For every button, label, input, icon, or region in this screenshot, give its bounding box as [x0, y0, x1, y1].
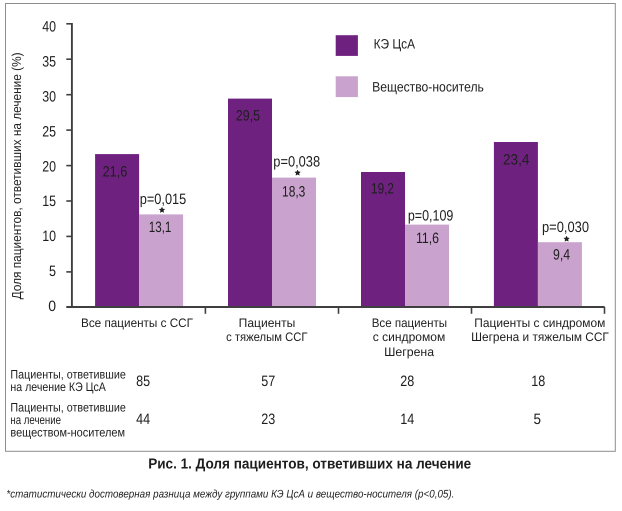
svg-text:23,4: 23,4 [503, 151, 529, 168]
svg-text:с синдромом: с синдромом [373, 330, 446, 344]
svg-text:Все пациенты: Все пациенты [372, 316, 447, 330]
svg-text:11,6: 11,6 [416, 230, 439, 247]
svg-text:29,5: 29,5 [236, 108, 260, 125]
svg-text:5: 5 [49, 263, 56, 280]
svg-text:23: 23 [261, 411, 275, 428]
svg-text:Доля пациентов, ответивших на: Доля пациентов, ответивших на лечение (%… [9, 52, 24, 299]
svg-text:44: 44 [136, 411, 150, 428]
svg-text:13,1: 13,1 [149, 219, 172, 236]
svg-text:с тяжелым ССГ: с тяжелым ССГ [226, 330, 308, 344]
svg-text:85: 85 [136, 373, 150, 390]
svg-text:Пациенты: Пациенты [239, 316, 296, 330]
svg-text:Шегрена: Шегрена [384, 345, 434, 359]
svg-text:9,4: 9,4 [553, 246, 570, 263]
svg-text:p=0,038: p=0,038 [273, 153, 320, 170]
svg-text:10: 10 [42, 228, 56, 245]
svg-text:18,3: 18,3 [282, 184, 305, 201]
svg-text:25: 25 [42, 123, 56, 140]
svg-text:веществом-носителем: веществом-носителем [10, 426, 125, 440]
svg-text:на лечение КЭ ЦсА: на лечение КЭ ЦсА [10, 380, 106, 394]
svg-text:5: 5 [534, 411, 542, 428]
svg-text:18: 18 [531, 373, 545, 390]
svg-text:20: 20 [42, 158, 56, 175]
svg-text:p=0,109: p=0,109 [408, 208, 454, 225]
svg-text:*статистически достоверная раз: *статистически достоверная разница между… [6, 489, 454, 501]
svg-text:p=0,030: p=0,030 [542, 219, 589, 236]
svg-text:14: 14 [400, 411, 414, 428]
svg-text:p=0,015: p=0,015 [140, 191, 187, 208]
svg-text:Пациенты, ответившие: Пациенты, ответившие [10, 368, 126, 382]
svg-text:57: 57 [261, 373, 275, 390]
svg-text:15: 15 [42, 193, 56, 210]
svg-text:21,6: 21,6 [103, 164, 128, 181]
svg-text:Пациенты, ответившие: Пациенты, ответившие [10, 401, 126, 415]
svg-text:Рис. 1. Доля пациентов, ответи: Рис. 1. Доля пациентов, ответивших на ле… [148, 456, 471, 472]
svg-text:КЭ ЦсА: КЭ ЦсА [374, 37, 416, 52]
svg-text:на лечение: на лечение [10, 413, 61, 427]
svg-text:19,2: 19,2 [371, 181, 394, 198]
svg-text:40: 40 [42, 19, 56, 36]
svg-text:Вещество-носитель: Вещество-носитель [372, 79, 484, 94]
svg-text:35: 35 [42, 54, 56, 71]
svg-text:Пациенты с синдромом: Пациенты с синдромом [474, 316, 605, 330]
svg-text:Все пациенты с ССГ: Все пациенты с ССГ [81, 316, 193, 330]
svg-text:Шегрена и тяжелым ССГ: Шегрена и тяжелым ССГ [471, 330, 609, 344]
svg-text:30: 30 [42, 88, 56, 105]
svg-text:0: 0 [48, 298, 56, 315]
svg-text:28: 28 [400, 373, 414, 390]
